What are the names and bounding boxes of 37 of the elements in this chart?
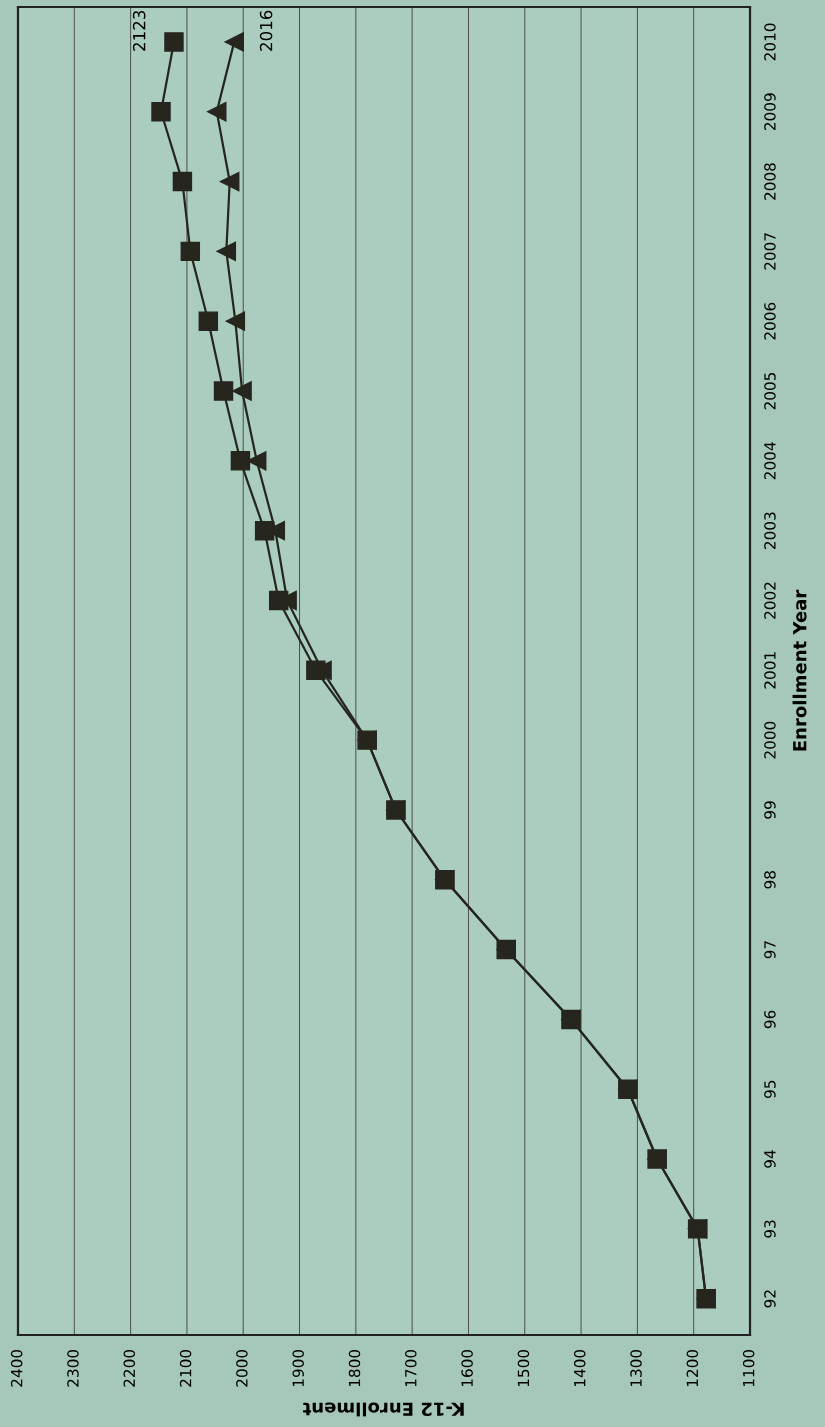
x-tick-label: 1600 [461,1349,473,1387]
x-tick-label: 1800 [348,1349,361,1387]
data-label: 2123 [132,10,146,51]
x-tick-label: 1300 [630,1349,642,1387]
data-label: 2016 [259,10,273,51]
x-tick-label: 1700 [405,1349,417,1387]
y-tick-label: 2009 [764,93,776,131]
x-tick-label: 1100 [742,1349,755,1387]
y-tick-label: 92 [764,1290,776,1308]
y-tick-label: 2002 [764,582,776,619]
x-tick-label: 1200 [686,1349,699,1387]
y-tick-label: 95 [764,1080,776,1098]
y-tick-label: 2000 [764,721,776,759]
y-tick-label: 2007 [764,233,776,270]
y-tick-label: 94 [764,1150,776,1168]
y-tick-label: 2004 [764,442,776,480]
y-tick-label: 2010 [764,23,776,61]
x-tick-label: 1400 [573,1349,586,1387]
y-tick-label: 93 [764,1220,776,1238]
x-tick-label: 1500 [517,1349,530,1387]
y-tick-label: 2006 [764,302,776,340]
y-tick-label: 99 [764,801,776,819]
y-tick-label: 2001 [764,652,776,689]
y-tick-label: 2008 [764,163,776,200]
x-tick-label: 2400 [10,1349,23,1387]
x-axis-title: K-12 Enrollment [303,1402,464,1417]
x-tick-label: 2000 [236,1349,248,1387]
y-tick-label: 96 [764,1010,776,1029]
y-tick-label: 2003 [764,512,776,549]
x-tick-label: 1900 [292,1349,304,1387]
x-tick-label: 2300 [67,1349,79,1387]
y-tick-label: 97 [764,941,776,959]
y-tick-label: 98 [764,871,776,889]
y-tick-label: 2005 [764,372,776,410]
y-axis-title: Enrollment Year [792,589,807,751]
x-tick-label: 2100 [179,1349,192,1387]
x-tick-label: 2200 [123,1349,136,1387]
